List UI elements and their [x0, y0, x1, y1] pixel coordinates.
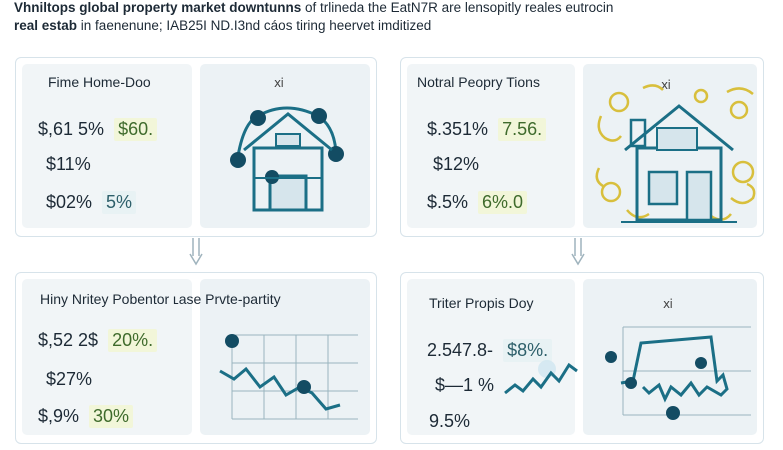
row-value: 9.5%: [429, 411, 471, 431]
row-chip: 30%: [89, 405, 134, 428]
row-value: $,52 2$: [38, 330, 99, 350]
header-line-2: real estab in faenenune; IAB25I ND.I3nd …: [14, 17, 774, 34]
row-chip: $60.: [114, 118, 158, 141]
panel-home-doo: Fime Home-Doo ⅺ $,61 5% $60. $11% $02% 5%: [15, 57, 377, 237]
panel-nritey-pobentor-row-3: $,9% 30%: [38, 405, 134, 428]
panel-home-doo-row-3: $02% 5%: [46, 191, 137, 214]
panel-propis-doy: Triter Propis Doy ⅺ 2.547.8- $8%. $—1 % 9…: [400, 272, 764, 444]
panel-nritey-pobentor-row-1: $,52 2$ 20%.: [38, 329, 158, 352]
row-value: $.351%: [427, 119, 489, 139]
row-chip: 6%.0: [478, 191, 528, 214]
header-line-2-bold: real estab: [14, 18, 78, 33]
panel-property-tions-row-2: $12%: [433, 154, 479, 175]
row-value: 2.547.8-: [427, 340, 494, 360]
panel-propis-doy-title: Triter Propis Doy: [429, 295, 534, 311]
row-value: $,61 5%: [38, 119, 105, 139]
panel-property-tions: Notral Peopry Tions ⅺ $.351% 7.56. $12% $…: [400, 57, 764, 237]
row-value: $.5%: [427, 192, 469, 212]
header: Vhniltops global property market downtun…: [14, 0, 774, 34]
row-value: $,9%: [38, 406, 80, 426]
line-chart-icon: [219, 334, 358, 420]
row-chip: $8%.: [503, 339, 553, 362]
row-chip: 5%: [102, 191, 137, 214]
header-line-2-rest: in faenenune; IAB25I ND.I3nd cáos tiring…: [77, 18, 432, 33]
panel-home-doo-badge-icon: ⅺ: [274, 76, 284, 90]
panel-nritey-pobentor-art-area: [200, 279, 370, 435]
row-chip: 7.56.: [498, 118, 547, 141]
panel-home-doo-row-1: $,61 5% $60.: [38, 118, 158, 141]
arrow-down-right-icon: [571, 238, 585, 266]
header-line-1-bold: Vhniltops global property market downtun…: [14, 0, 302, 15]
row-value: $02%: [46, 192, 93, 212]
house-network-icon: [230, 106, 344, 212]
panel-propis-doy-row-2: $—1 %: [435, 375, 494, 396]
header-line-1-rest: of trlineda the EatN7R are lensopitly re…: [301, 0, 614, 15]
panel-property-tions-badge-icon: ⅺ: [661, 78, 671, 92]
row-value: $27%: [46, 369, 93, 389]
panel-propis-doy-row-3: 9.5%: [429, 411, 470, 432]
row-chip: 20%.: [108, 329, 158, 352]
panel-home-doo-row-2: $11%: [46, 154, 91, 175]
panel-nritey-pobentor-title: Hiny Nritey Pobentor ʟase Prvte-partity: [40, 291, 281, 307]
panel-property-tions-row-1: $.351% 7.56.: [427, 118, 547, 141]
wave-chart-icon: [504, 326, 751, 420]
header-line-1: Vhniltops global property market downtun…: [14, 0, 774, 15]
row-value: $—1 %: [435, 375, 495, 395]
panel-propis-doy-badge-icon: ⅺ: [663, 297, 673, 311]
arrow-down-left-icon: [189, 238, 203, 266]
panel-nritey-pobentor-row-2: $27%: [46, 369, 92, 390]
panel-home-doo-title: Fime Home-Doo: [48, 74, 151, 90]
panel-property-tions-title: Notral Peopry Tions: [417, 74, 540, 90]
row-value: $11%: [46, 154, 91, 174]
panel-nritey-pobentor: Hiny Nritey Pobentor ʟase Prvte-partity …: [15, 272, 377, 444]
panel-property-tions-row-3: $.5% 6%.0: [427, 191, 528, 214]
house-gear-icon: [595, 84, 756, 223]
panel-propis-doy-row-1: 2.547.8- $8%.: [427, 339, 553, 362]
row-value: $12%: [433, 154, 480, 174]
